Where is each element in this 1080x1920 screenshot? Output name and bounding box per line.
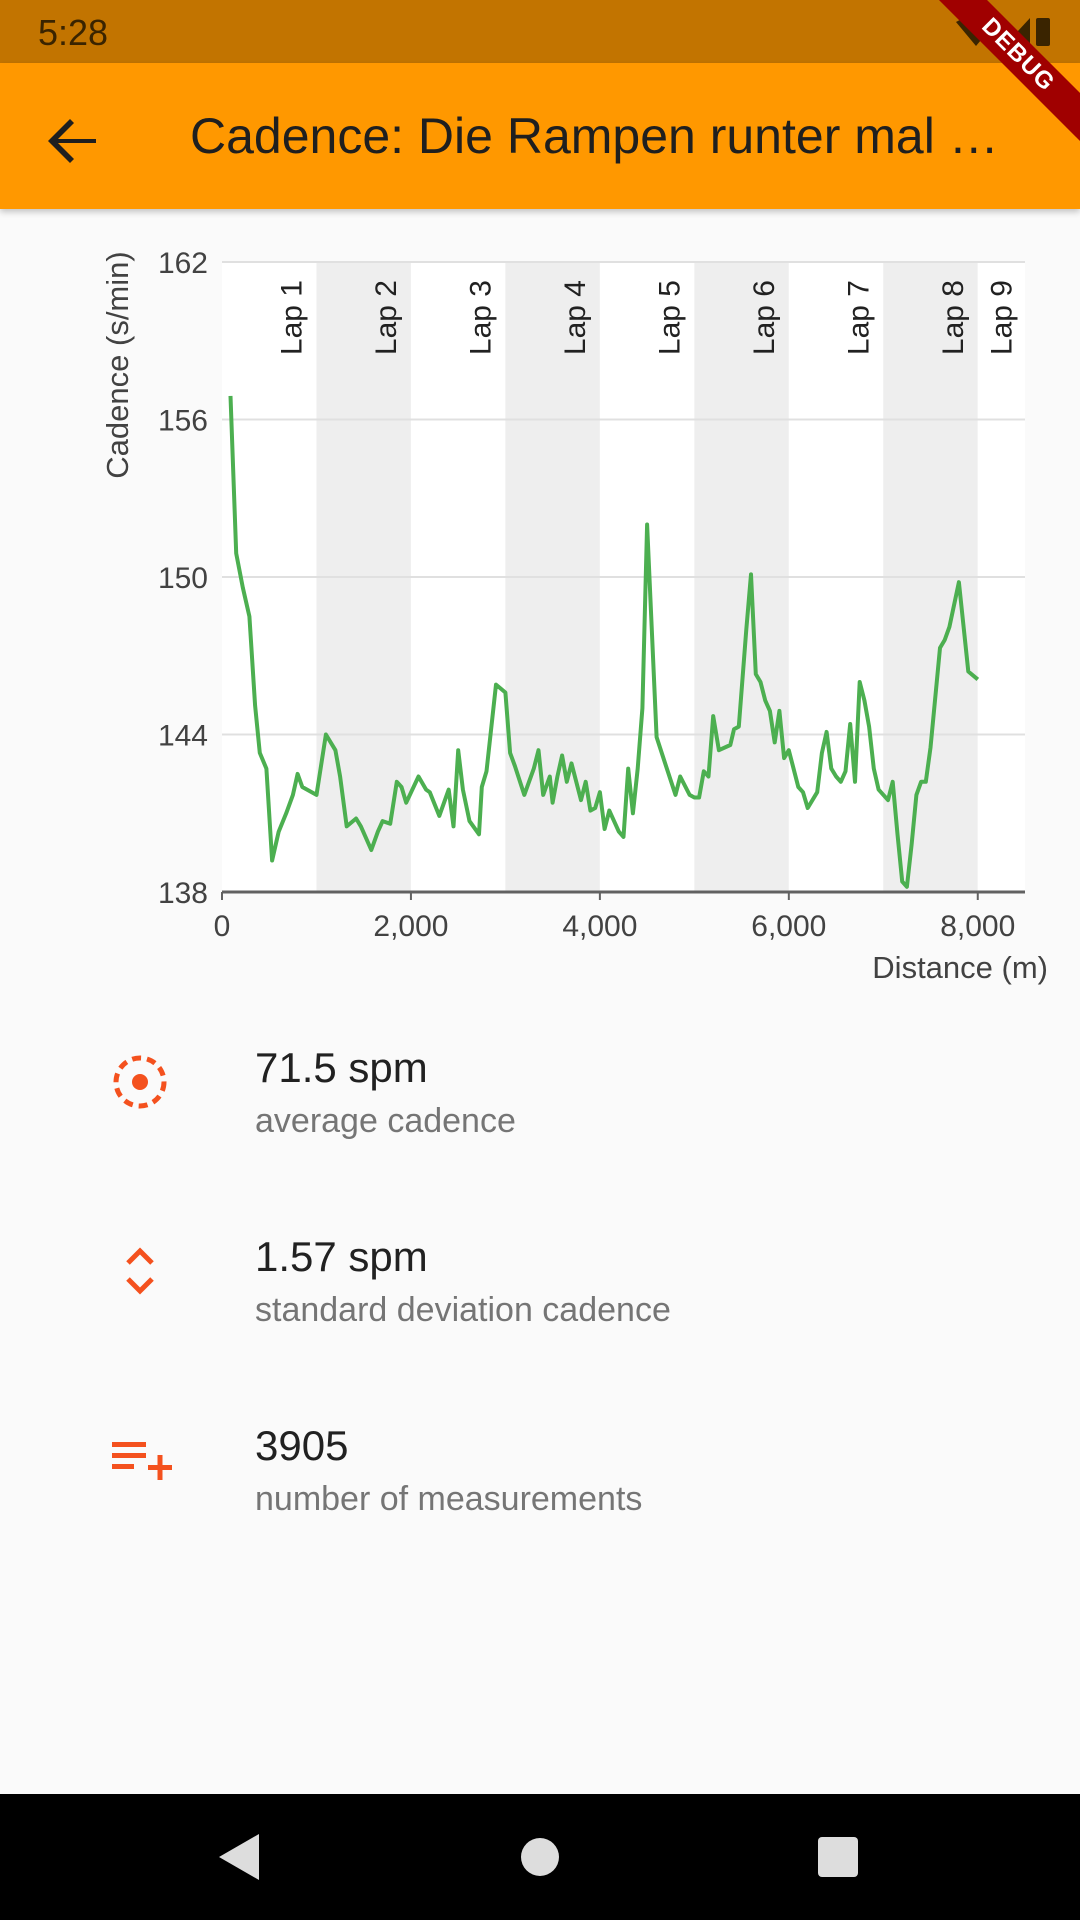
battery-icon [1036,18,1050,46]
std-deviation-value: 1.57 spm [255,1233,428,1280]
stat-average-cadence: 71.5 spm average cadence [0,1030,1080,1180]
nav-home-icon[interactable] [505,1822,575,1892]
average-cadence-label: average cadence [255,1102,516,1140]
x-axis-title: Distance (m) [872,950,1048,985]
x-tick-label: 8,000 [940,910,1015,943]
measurements-label: number of measurements [255,1480,643,1518]
page-title: Cadence: Die Rampen runter mal … [190,108,999,164]
y-tick-label: 144 [158,720,208,753]
back-button[interactable] [36,105,108,177]
y-tick-label: 150 [158,562,208,595]
std-deviation-label: standard deviation cadence [255,1291,671,1329]
nav-recents-icon[interactable] [803,1822,873,1892]
status-bar: 5:28 [0,0,1080,63]
system-nav-bar [0,1794,1080,1920]
lap-label: Lap 4 [559,280,592,355]
lap-label: Lap 8 [937,280,970,355]
playlist-add-icon [112,1442,172,1480]
lap-label: Lap 5 [653,280,686,355]
app-bar: Cadence: Die Rampen runter mal … [0,63,1080,209]
status-time: 5:28 [38,12,109,53]
stat-std-deviation: 1.57 spm standard deviation cadence [0,1219,1080,1369]
cadence-series-line [228,395,980,889]
lap-label: Lap 9 [985,280,1018,355]
unfold-more-icon [126,1247,154,1295]
measurements-value: 3905 [255,1422,349,1469]
x-tick-label: 6,000 [751,910,826,943]
arrow-back-icon [48,119,96,163]
lap-label: Lap 3 [464,280,497,355]
x-tick-label: 0 [214,910,231,943]
cadence-chart: 138 144 150 156 162 0 2,000 4,000 6,000 8,000 Dist… [0,210,1080,990]
y-tick-label: 162 [158,247,208,280]
lap-label: Lap 1 [275,280,308,355]
lap-label: Lap 2 [370,280,403,355]
x-tick-label: 2,000 [373,910,448,943]
center-focus-icon [113,1055,167,1109]
stat-measurements: 3905 number of measurements [0,1408,1080,1558]
nav-back-icon[interactable] [205,1822,275,1892]
lap-label: Lap 6 [748,280,781,355]
average-cadence-value: 71.5 spm [255,1044,428,1091]
x-tick-label: 4,000 [562,910,637,943]
cadence-chart-svg: 138 144 150 156 162 0 2,000 4,000 6,000 8,000 Dist… [100,247,1048,985]
y-axis-title: Cadence (s/min) [100,251,135,478]
lap-label: Lap 7 [842,280,875,355]
y-tick-label: 138 [158,877,208,910]
y-tick-label: 156 [158,405,208,438]
